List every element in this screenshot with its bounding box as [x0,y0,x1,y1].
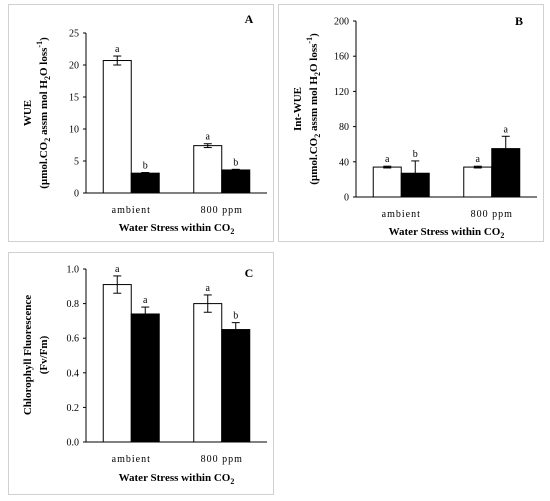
y-tick-label: 0.4 [67,368,80,379]
y-tick-label: 0.2 [67,403,80,414]
chart-b-svg: 0 40 80 120 160 200 a b ambient a a 800 ppm Water St… [292,14,537,240]
significance-letter: b [143,161,148,172]
x-axis-title-main: Water Stress within CO [119,222,231,234]
y-tick-label: 200 [334,17,349,28]
bar-b-s0-c1 [463,166,493,198]
x-axis-title-main: Water Stress within CO [389,226,501,238]
y-title-part: assm mol H [38,80,50,138]
y-title-part: O loss [38,47,50,76]
x-axis-title-main: Water Stress within CO [119,472,231,484]
significance-letter: b [233,157,238,168]
y-axis-title-line1: WUE [22,100,34,126]
y-title-part: (µmol.CO [38,141,50,188]
y-title-subscript: 2 [313,134,322,138]
y-tick-label: 40 [339,157,349,168]
y-tick-label: 80 [339,122,349,133]
y-title-superscript: -1 [305,37,314,44]
y-tick-label: 0 [344,193,349,204]
panel-label: B [515,14,523,28]
y-tick-label: 0.6 [67,334,80,345]
y-title-subscript: 2 [43,76,52,80]
chart-a-svg: 0 5 10 15 20 25 a b ambient a b 800 ppm Water Stress… [22,12,267,236]
chart-panel-c: 0.0 0.2 0.4 0.6 0.8 1.0 a a ambient a b 800 ppm Wate… [8,252,274,495]
bar-c-s0-c1 [193,303,223,443]
x-category-label: 800 ppm [201,454,243,465]
bar-a-s0-c1 [193,145,223,194]
significance-letter: a [115,264,120,275]
panel-label: C [245,266,254,280]
bar-c-s1-c0 [130,313,160,443]
bar-c-s1-c1 [221,329,251,443]
y-axis-title-line2: (µmol.CO2 assm mol H2O loss-1) [305,33,322,185]
panel-label: A [245,12,254,26]
y-tick-label: 1.0 [67,265,80,276]
bar-a-s1-c1 [221,169,251,194]
y-title-subscript: 2 [313,72,322,76]
significance-letter: a [385,154,390,165]
y-tick-label: 160 [334,52,349,63]
y-title-part: assm mol H [308,76,320,134]
x-category-label: 800 ppm [471,209,513,220]
y-tick-label: 0.8 [67,299,80,310]
x-category-label: ambient [112,205,151,216]
x-axis-title: Water Stress within CO2 [119,222,235,236]
y-axis-title-line1: Int-WUE [292,87,304,131]
y-tick-label: 0 [74,189,79,200]
significance-letter: a [206,132,211,143]
bar-c-s0-c0 [102,284,132,443]
significance-letter: b [413,149,418,160]
y-title-part: O loss [308,43,320,72]
x-axis-title-subscript: 2 [230,477,234,486]
y-tick-label: 10 [69,125,79,136]
x-category-label: ambient [382,209,421,220]
bar-b-s0-c0 [372,166,402,198]
y-axis-title-line2: (µmol.CO2 assm mol H2O loss-1) [35,37,52,189]
x-category-label: 800 ppm [201,205,243,216]
chart-panel-a: 0 5 10 15 20 25 a b ambient a b 800 ppm Water Stress… [8,4,274,242]
bar-a-s1-c0 [130,172,160,194]
x-axis-title-subscript: 2 [230,227,234,236]
significance-letter: a [143,295,148,306]
y-tick-label: 20 [69,61,79,72]
bar-a-s0-c0 [102,60,132,194]
significance-letter: a [476,154,481,165]
y-tick-label: 15 [69,93,79,104]
y-title-superscript: -1 [35,41,44,48]
y-tick-label: 5 [74,157,79,168]
y-axis-title-line1: Chlorophyll Fluorescence [22,295,34,415]
y-title-part: ) [308,33,320,37]
x-axis-title: Water Stress within CO2 [119,472,235,486]
chart-c-svg: 0.0 0.2 0.4 0.6 0.8 1.0 a a ambient a b 800 ppm Wate… [22,264,267,486]
y-title-part: (Fv/Fm) [38,335,50,374]
chart-panel-b: 0 40 80 120 160 200 a b ambient a a 800 ppm Water St… [278,4,544,242]
y-axis-title-line2: (Fv/Fm) [38,335,50,374]
significance-letter: a [206,283,211,294]
y-tick-label: 25 [69,29,79,40]
y-title-part: (µmol.CO [308,137,320,184]
significance-letter: a [115,44,120,55]
x-axis-title: Water Stress within CO2 [389,226,505,240]
x-axis-title-subscript: 2 [500,231,504,240]
x-category-label: ambient [112,454,151,465]
significance-letter: b [233,311,238,322]
significance-letter: a [504,124,509,135]
y-tick-label: 120 [334,87,349,98]
y-tick-label: 0.0 [67,438,80,449]
y-title-part: ) [38,37,50,41]
y-title-subscript: 2 [43,138,52,142]
